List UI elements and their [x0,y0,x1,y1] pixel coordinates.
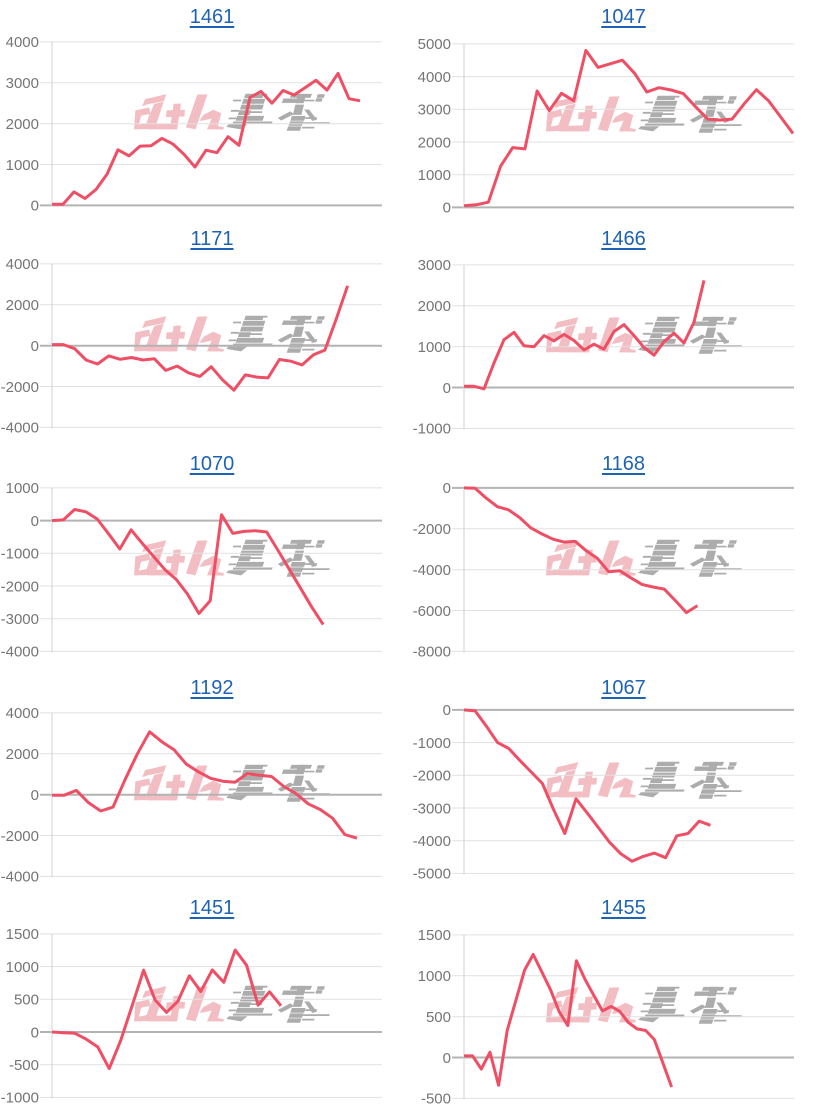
svg-text:-5000: -5000 [412,866,450,883]
svg-text:2000: 2000 [417,298,450,315]
svg-text:1500: 1500 [6,926,39,943]
svg-text:3000: 3000 [6,75,39,92]
svg-text:3000: 3000 [417,101,450,118]
svg-text:0: 0 [442,702,450,719]
svg-text:1000: 1000 [417,167,450,184]
svg-text:2000: 2000 [6,746,39,763]
svg-text:-4000: -4000 [412,833,450,850]
svg-text:1000: 1000 [6,157,39,174]
svg-text:2000: 2000 [6,297,39,314]
svg-text:1000: 1000 [417,339,450,356]
svg-text:2000: 2000 [417,134,450,151]
svg-text:1000: 1000 [417,968,450,985]
svg-text:-2000: -2000 [1,828,39,845]
svg-text:-4000: -4000 [412,562,450,579]
svg-text:-4000: -4000 [1,420,39,437]
svg-text:-500: -500 [9,1057,39,1074]
svg-text:4000: 4000 [6,256,39,273]
svg-text:-2000: -2000 [1,379,39,396]
svg-text:-4000: -4000 [1,644,39,661]
svg-text:4000: 4000 [6,705,39,722]
svg-text:-4000: -4000 [1,869,39,886]
svg-text:-2000: -2000 [412,767,450,784]
svg-text:-8000: -8000 [412,643,450,660]
svg-text:1000: 1000 [6,480,39,497]
svg-text:0: 0 [442,199,450,216]
svg-text:3000: 3000 [417,257,450,274]
svg-text:4000: 4000 [417,69,450,86]
svg-text:0: 0 [31,787,39,804]
svg-text:0: 0 [31,1024,39,1041]
svg-text:-3000: -3000 [412,800,450,817]
svg-text:-3000: -3000 [1,611,39,628]
svg-text:0: 0 [442,379,450,396]
svg-text:-2000: -2000 [1,578,39,595]
svg-text:0: 0 [31,198,39,215]
svg-text:0: 0 [31,338,39,355]
svg-text:500: 500 [425,1009,450,1026]
svg-text:-2000: -2000 [412,521,450,538]
svg-text:500: 500 [14,991,39,1008]
svg-text:-6000: -6000 [412,603,450,620]
svg-text:-500: -500 [420,1090,450,1107]
svg-text:4000: 4000 [6,34,39,51]
svg-text:5000: 5000 [417,36,450,53]
svg-text:1000: 1000 [6,959,39,976]
svg-text:2000: 2000 [6,116,39,133]
svg-text:-1000: -1000 [1,1090,39,1107]
svg-text:1500: 1500 [417,927,450,944]
svg-text:0: 0 [31,513,39,530]
svg-text:0: 0 [442,1050,450,1067]
svg-text:-1000: -1000 [1,546,39,563]
svg-text:0: 0 [442,480,450,497]
svg-text:-1000: -1000 [412,735,450,752]
svg-text:-1000: -1000 [412,420,450,437]
